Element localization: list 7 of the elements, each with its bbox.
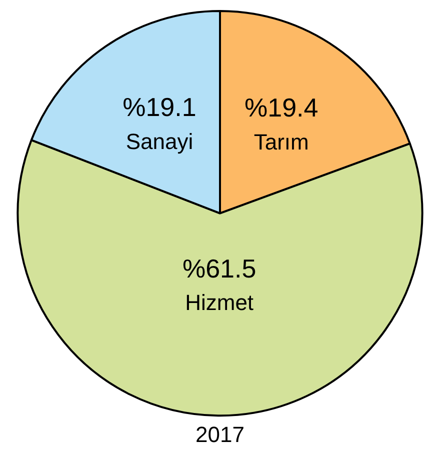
data-label: %61.5	[182, 253, 256, 284]
data-label: %19.4	[244, 92, 318, 123]
slice-label: Hizmet	[185, 290, 254, 316]
slice-label: Sanayi	[126, 128, 194, 154]
slice-label: Tarım	[254, 129, 309, 154]
data-label: %19.1	[122, 92, 196, 122]
text: 2017	[196, 422, 244, 447]
